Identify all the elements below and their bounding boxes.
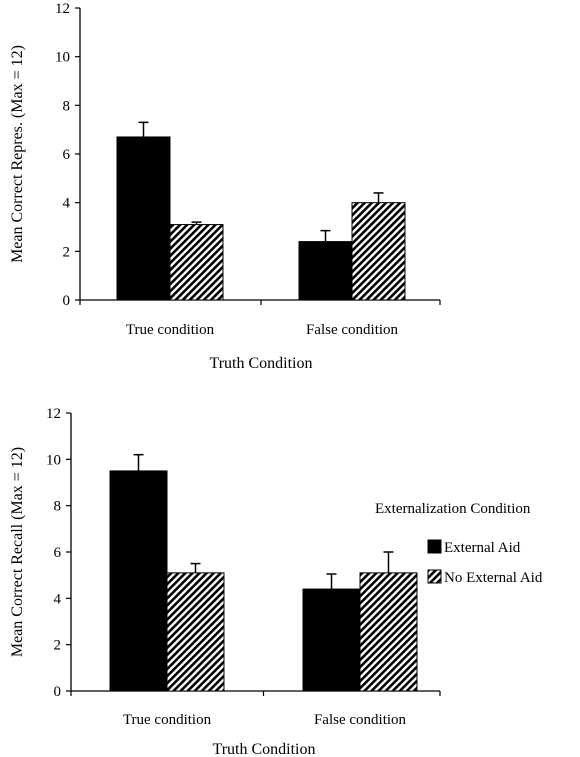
x-axis-title: Truth Condition xyxy=(210,355,313,372)
y-tick-label: 8 xyxy=(54,499,62,515)
y-tick-label: 2 xyxy=(63,244,71,260)
legend: Externalization Condition External Aid No … xyxy=(375,501,543,586)
y-tick-label: 0 xyxy=(63,293,71,309)
y-tick-label: 0 xyxy=(54,684,62,700)
bar-external-aid xyxy=(298,241,353,301)
bar-no-external-aid xyxy=(166,572,225,692)
y-tick-label: 12 xyxy=(46,406,61,422)
y-tick-label: 6 xyxy=(54,545,62,561)
y-tick-label: 2 xyxy=(54,638,62,654)
y-tick-label: 8 xyxy=(63,98,71,114)
legend-title: Externalization Condition xyxy=(375,501,531,517)
bar-no-external-aid xyxy=(351,202,406,301)
y-tick-label: 4 xyxy=(54,591,62,607)
legend-label: External Aid xyxy=(444,540,521,556)
bar-no-external-aid xyxy=(169,224,224,301)
chart-bottom: 0 2 4 6 8 10 12 True condition False condition Tr… xyxy=(9,406,441,757)
y-axis-title: Mean Correct Repres. (Max = 12) xyxy=(9,45,26,263)
x-category-label: True condition xyxy=(123,712,212,728)
legend-swatch xyxy=(427,569,442,584)
legend-swatch xyxy=(427,539,442,554)
y-tick-label: 10 xyxy=(55,50,70,66)
x-category-label: False condition xyxy=(314,712,407,728)
legend-label: No External Aid xyxy=(444,570,543,586)
chart-top: 0 2 4 6 8 10 12 True condition False condition Tr… xyxy=(9,1,441,372)
y-axis-title: Mean Correct Recall (Max = 12) xyxy=(9,447,26,657)
x-category-label: False condition xyxy=(306,322,399,338)
y-tick-label: 10 xyxy=(46,452,61,468)
bar-external-aid xyxy=(302,588,361,692)
y-tick-label: 6 xyxy=(63,147,71,163)
bar-external-aid xyxy=(109,470,168,692)
x-category-label: True condition xyxy=(126,322,215,338)
bar-no-external-aid xyxy=(359,572,418,692)
y-tick-label: 4 xyxy=(63,196,71,212)
bar-external-aid xyxy=(116,136,171,301)
y-tick-label: 12 xyxy=(55,1,70,17)
x-axis-title: Truth Condition xyxy=(213,741,316,757)
